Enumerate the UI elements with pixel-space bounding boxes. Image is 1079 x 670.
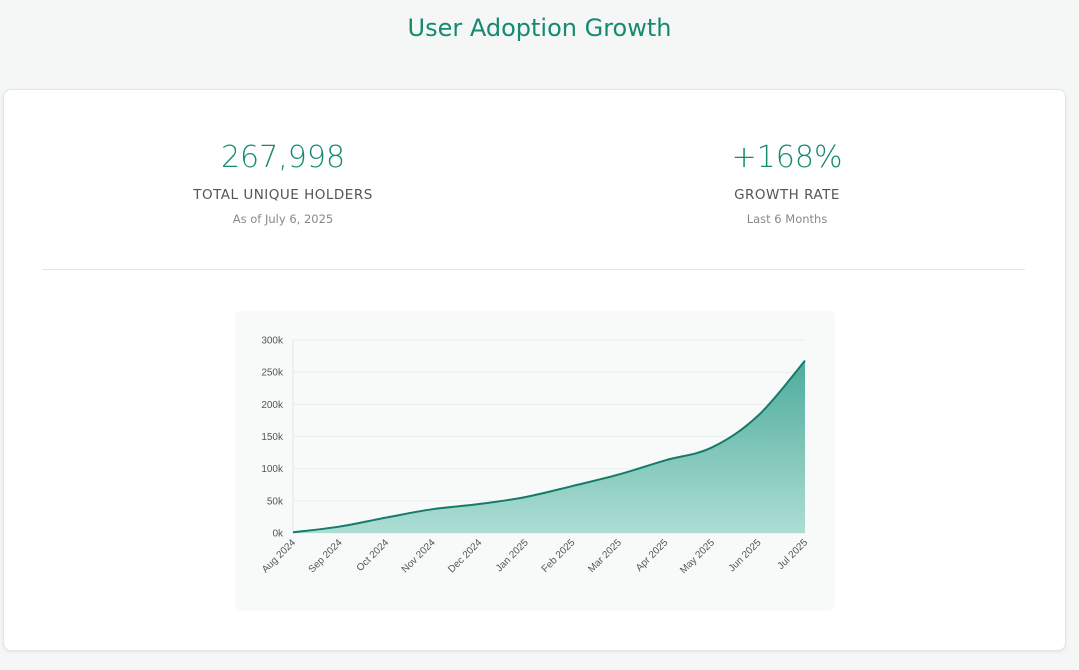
y-tick-label: 300k <box>261 336 284 347</box>
total-holders-stat: 267,998 TOTAL UNIQUE HOLDERS As of July … <box>103 138 463 226</box>
x-tick-label: Feb 2025 <box>540 537 578 575</box>
x-tick-label: Jan 2025 <box>494 537 531 574</box>
x-tick-label: Nov 2024 <box>400 537 438 575</box>
chart-grid <box>293 339 805 534</box>
x-tick-label: Jul 2025 <box>776 537 811 572</box>
growth-rate-period: Last 6 Months <box>746 212 828 226</box>
y-axis: 0k 50k 100k 150k 200k 250k 300k <box>261 336 294 540</box>
x-tick-label: Apr 2025 <box>634 537 671 574</box>
adoption-card: 267,998 TOTAL UNIQUE HOLDERS As of July … <box>3 89 1066 651</box>
x-tick-label: Aug 2024 <box>260 537 298 575</box>
x-tick-label: Dec 2024 <box>446 537 484 575</box>
total-holders-label: TOTAL UNIQUE HOLDERS <box>193 187 373 203</box>
y-tick-label: 50k <box>267 496 284 507</box>
total-holders-date: As of July 6, 2025 <box>232 212 334 226</box>
growth-rate-value: +168% <box>731 140 843 175</box>
page-title: User Adoption Growth <box>407 14 672 42</box>
x-tick-label: Sep 2024 <box>307 537 345 575</box>
growth-rate-label: GROWTH RATE <box>734 187 840 203</box>
y-tick-label: 0k <box>272 529 284 540</box>
y-tick-label: 150k <box>261 432 284 443</box>
series-line <box>292 359 806 534</box>
area-fill <box>293 360 805 533</box>
y-tick-label: 200k <box>261 400 284 411</box>
y-tick-label: 250k <box>261 368 284 379</box>
total-holders-value: 267,998 <box>220 140 346 175</box>
section-divider <box>42 269 1025 270</box>
growth-rate-stat: +168% GROWTH RATE Last 6 Months <box>607 138 967 226</box>
x-axis: Aug 2024 Sep 2024 Oct 2024 Nov 2024 Dec 2024… <box>260 537 810 576</box>
x-tick-label: May 2025 <box>678 537 717 576</box>
x-tick-label: Oct 2024 <box>355 537 392 574</box>
x-tick-label: Mar 2025 <box>586 537 624 575</box>
growth-chart-svg: 0k 50k 100k 150k 200k 250k 300k Aug 2024 Sep 20… <box>260 336 810 577</box>
growth-chart: 0k 50k 100k 150k 200k 250k 300k Aug 2024 Sep 20… <box>235 311 835 611</box>
x-tick-label: Jun 2025 <box>727 537 764 574</box>
y-tick-label: 100k <box>261 464 284 475</box>
